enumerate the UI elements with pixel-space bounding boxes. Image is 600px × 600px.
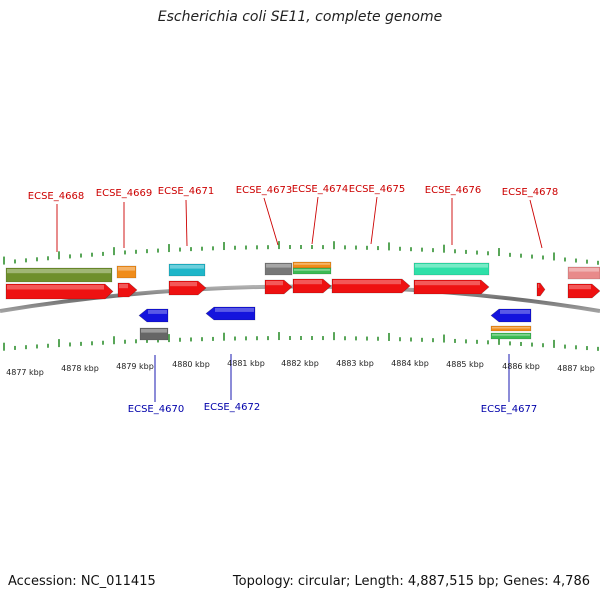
gene-label-ecse-4670: ECSE_4670 (128, 404, 184, 415)
gene-arrow-reverse (205, 306, 256, 321)
feature-bar-orange-reverse (490, 325, 532, 332)
gene-arrow-forward (536, 282, 546, 297)
gene-label-ecse-4673: ECSE_4673 (236, 185, 292, 196)
gene-label-ecse-4675: ECSE_4675 (349, 184, 405, 195)
gene-arrow-reverse (138, 308, 169, 323)
gene-arrow-reverse-highlight (500, 310, 530, 314)
feature-bar-grey-highlight (266, 264, 291, 268)
coord-label-4881: 4881 kbp (227, 359, 265, 368)
feature-bar-orange-reverse-highlight (492, 327, 530, 329)
gene-arrow-reverse (490, 308, 532, 323)
accession-text: Accession: NC_011415 (8, 574, 156, 589)
gene-label-ecse-4678: ECSE_4678 (502, 187, 558, 198)
outer-tick-ring (3, 241, 599, 265)
feature-bar-orange (116, 265, 137, 279)
coord-label-4884: 4884 kbp (391, 359, 429, 368)
feature-bar-cyan (168, 263, 206, 277)
gene-arrow-forward-highlight (7, 285, 104, 290)
feature-bar-olive-highlight (7, 269, 111, 274)
gene-label-ecse-4671: ECSE_4671 (158, 186, 214, 197)
genome-summary-text: Topology: circular; Length: 4,887,515 bp… (232, 574, 590, 589)
coord-label-4880: 4880 kbp (172, 360, 210, 369)
gene-arrow-forward-highlight (538, 284, 540, 288)
label-leader-line (370, 196, 378, 245)
label-leader-line (311, 196, 319, 245)
gene-arrow-forward (413, 279, 490, 295)
feature-bar-green-reverse-highlight (492, 334, 530, 336)
feature-bar-green-thin (292, 267, 332, 275)
gene-arrow-forward-highlight (333, 280, 401, 285)
feature-bar-teal-highlight (415, 264, 488, 268)
gene-arrow-forward-highlight (266, 281, 283, 286)
feature-bar-grey (264, 262, 293, 276)
feature-bar-grey-reverse (139, 327, 169, 341)
gene-arrow-forward (264, 279, 293, 295)
gene-arrow-forward (567, 283, 600, 299)
gene-label-ecse-4672: ECSE_4672 (204, 402, 260, 413)
label-leader-line (529, 199, 543, 249)
gene-arrow-forward-highlight (415, 281, 480, 286)
gene-arrow-forward (5, 283, 114, 300)
coord-label-4883: 4883 kbp (336, 359, 374, 368)
feature-bar-pink (567, 266, 600, 280)
coord-label-4877: 4877 kbp (6, 368, 44, 377)
gene-arrow-forward-highlight (294, 280, 322, 285)
gene-arrow-reverse-highlight (148, 310, 167, 314)
genome-title: Escherichia coli SE11, complete genome (157, 9, 443, 25)
label-leader-lines (56, 196, 543, 402)
gene-labels: ECSE_4668 ECSE_4669 ECSE_4671 ECSE_4673 … (28, 184, 558, 415)
feature-bar-orange-highlight (118, 267, 135, 271)
coord-label-4882: 4882 kbp (281, 359, 319, 368)
feature-bar-pink-highlight (569, 268, 599, 272)
feature-bar-orange-thin (292, 261, 332, 269)
feature-tracks (5, 261, 600, 341)
feature-bar-grey-reverse-highlight (141, 329, 167, 333)
gene-label-ecse-4676: ECSE_4676 (425, 185, 481, 196)
feature-bar-olive (5, 267, 113, 283)
coord-label-4885: 4885 kbp (446, 360, 484, 369)
gene-arrow-forward (292, 278, 332, 294)
gene-label-ecse-4677: ECSE_4677 (481, 404, 537, 415)
gene-label-ecse-4669: ECSE_4669 (96, 188, 152, 199)
gene-arrow-reverse-highlight (215, 308, 254, 312)
gene-label-ecse-4668: ECSE_4668 (28, 191, 84, 202)
gene-label-ecse-4674: ECSE_4674 (292, 184, 348, 195)
coord-label-4878: 4878 kbp (61, 364, 99, 373)
coord-label-4879: 4879 kbp (116, 362, 154, 371)
gene-arrow-forward (117, 282, 138, 298)
inner-tick-ring (3, 332, 599, 351)
feature-bar-green-reverse (490, 332, 532, 340)
gene-arrow-forward-highlight (119, 284, 128, 289)
feature-bar-green-thin-highlight (294, 269, 330, 271)
gene-arrow-forward (168, 280, 207, 296)
label-leader-line (185, 199, 188, 247)
feature-bar-orange-thin-highlight (294, 263, 330, 265)
gene-arrow-forward-highlight (569, 285, 591, 290)
gene-arrow-forward (331, 278, 411, 294)
label-leader-line (263, 197, 279, 246)
gene-arrow-forward-highlight (170, 282, 197, 287)
coordinate-labels: 4877 kbp 4878 kbp 4879 kbp 4880 kbp 4881… (6, 359, 595, 377)
feature-bar-cyan-highlight (170, 265, 204, 269)
feature-bar-teal (413, 262, 490, 276)
coord-label-4887: 4887 kbp (557, 364, 595, 373)
coord-label-4886: 4886 kbp (502, 362, 540, 371)
